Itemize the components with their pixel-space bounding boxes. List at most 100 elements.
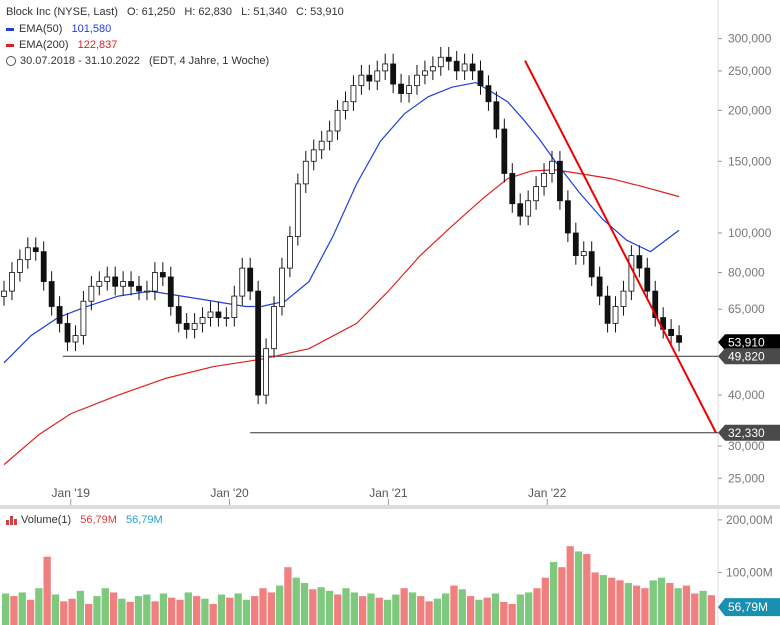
- volume-bar: [226, 597, 234, 625]
- y-tick-label: 150,000: [728, 154, 772, 168]
- volume-bar: [93, 596, 101, 625]
- candle-body: [588, 251, 595, 278]
- volume-bar: [251, 596, 259, 625]
- volume-bar: [267, 592, 275, 625]
- volume-bar: [184, 592, 192, 625]
- ema50-legend: EMA(50) 101,580: [6, 23, 111, 36]
- y-tick-label: 100,000: [728, 226, 772, 240]
- candle-body: [461, 63, 468, 72]
- volume-bar: [126, 601, 134, 625]
- candle-body: [572, 232, 579, 257]
- volume-bar: [275, 585, 284, 625]
- candle-body: [80, 300, 87, 336]
- date-range: 30.07.2018 - 31.10.2022: [20, 55, 140, 67]
- candle-body: [56, 306, 63, 324]
- candle-body: [612, 306, 619, 324]
- candle-body: [390, 63, 397, 85]
- volume-bar: [359, 596, 367, 625]
- volume-bar: [209, 603, 217, 625]
- candle-body: [350, 85, 357, 103]
- volume-label: Volume(1): [21, 514, 72, 526]
- y-tick-label: 25,000: [728, 471, 765, 485]
- x-tick-label: Jan '22: [528, 486, 567, 500]
- volume-bar: [350, 592, 358, 625]
- ema200-line: [3, 169, 680, 466]
- candle-body: [453, 60, 460, 72]
- candle-body: [1, 290, 7, 297]
- volume-last-label: 56,79M: [728, 600, 768, 614]
- volume-bar: [649, 580, 657, 625]
- high-value: H: 62,830: [184, 6, 233, 18]
- candle-body: [580, 251, 587, 257]
- x-tick-label: Jan '21: [369, 486, 408, 500]
- volume-bar: [168, 597, 176, 625]
- candle-body: [326, 130, 333, 142]
- volume-bar: [242, 599, 251, 625]
- volume-bar: [342, 588, 350, 625]
- volume-bar: [433, 598, 442, 625]
- volume-bar: [699, 590, 707, 625]
- candle-body: [406, 85, 412, 94]
- low-value: L: 51,340: [241, 6, 287, 18]
- volume-bar: [674, 588, 682, 625]
- ema50-swatch: [6, 27, 14, 31]
- candle-body: [477, 70, 484, 87]
- volume-bar: [10, 596, 18, 625]
- volume-bar: [583, 554, 591, 625]
- candle-body: [493, 101, 500, 130]
- volume-bar: [151, 601, 159, 625]
- volume-bar: [682, 585, 691, 625]
- ema200-value: 122,837: [77, 39, 118, 51]
- volume-bar: [458, 589, 466, 625]
- volume-bar: [591, 572, 599, 625]
- candle-body: [223, 317, 230, 319]
- candle-body: [469, 63, 476, 72]
- volume-bar: [367, 593, 375, 625]
- candle-body: [414, 74, 420, 87]
- volume-y-tick-label: 100,00M: [726, 565, 773, 579]
- volume-bar: [60, 601, 68, 625]
- volume-bar: [109, 592, 118, 625]
- support-high-label: 49,820: [728, 349, 765, 363]
- candle-body: [636, 255, 643, 269]
- candle-body: [429, 66, 436, 72]
- candle-body: [24, 247, 31, 261]
- close-value: C: 53,910: [296, 6, 344, 18]
- volume-bar: [35, 588, 43, 625]
- y-tick-label: 30,000: [728, 439, 765, 453]
- candle-body: [509, 173, 516, 205]
- volume-bar: [408, 592, 417, 625]
- candle-body: [16, 259, 23, 273]
- candle-body: [382, 63, 389, 72]
- candle-body: [151, 272, 158, 292]
- candle-body: [422, 70, 428, 76]
- volume-bar: [666, 582, 674, 625]
- candle-body: [231, 295, 238, 318]
- volume-bar: [475, 599, 483, 625]
- candle-body: [644, 267, 651, 292]
- x-tick-label: Jan '19: [52, 486, 91, 500]
- candle-body: [533, 186, 540, 202]
- candle-body: [215, 311, 222, 318]
- volume-bar: [217, 594, 226, 625]
- volume-bar: [533, 588, 541, 625]
- volume-bar: [491, 593, 500, 625]
- last-price-badge: [718, 334, 780, 351]
- volume-bar: [541, 577, 549, 625]
- range-legend: 30.07.2018 - 31.10.2022 (EDT, 4 Jahre, 1…: [6, 55, 269, 68]
- symbol-line: Block Inc (NYSE, Last): [6, 6, 118, 18]
- volume-bar: [442, 593, 450, 625]
- candle-body: [294, 183, 301, 237]
- volume-bar: [375, 597, 383, 625]
- volume-bar: [450, 585, 458, 625]
- volume-bar: [85, 603, 93, 625]
- volume-bar: [234, 593, 242, 625]
- ema200-label: EMA(200): [19, 39, 69, 51]
- candle-body: [358, 74, 365, 87]
- candle-body: [144, 290, 150, 293]
- y-tick-label: 200,000: [728, 103, 772, 117]
- volume-last-badge: [718, 598, 780, 617]
- candle-body: [112, 276, 119, 287]
- volume-bar: [201, 598, 209, 625]
